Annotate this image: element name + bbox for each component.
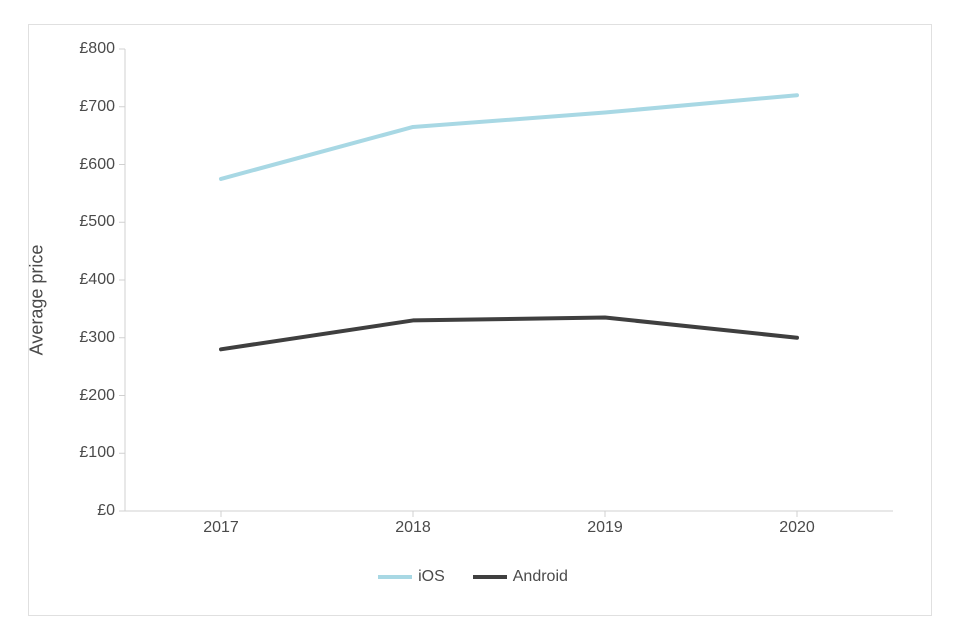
y-axis-label: Average price (27, 245, 48, 356)
plot-area: £0£100£200£300£400£500£600£700£800201720… (125, 49, 893, 511)
page-root: Average price £0£100£200£300£400£500£600… (0, 0, 960, 640)
x-tick-label: 2019 (587, 511, 623, 537)
y-tick-label: £300 (79, 329, 125, 347)
y-tick-label: £0 (97, 502, 125, 520)
legend-swatch (473, 575, 507, 579)
y-tick-label: £500 (79, 213, 125, 231)
y-tick-label: £200 (79, 387, 125, 405)
series-line-ios (221, 95, 797, 179)
y-tick-label: £600 (79, 156, 125, 174)
x-tick-label: 2018 (395, 511, 431, 537)
legend-item: Android (473, 568, 568, 586)
chart-frame: Average price £0£100£200£300£400£500£600… (28, 24, 932, 616)
legend-label: iOS (418, 568, 445, 586)
series-line-android (221, 318, 797, 350)
y-tick-label: £400 (79, 271, 125, 289)
plot-wrap: Average price £0£100£200£300£400£500£600… (43, 49, 903, 551)
x-tick-label: 2017 (203, 511, 239, 537)
legend: iOS Android (43, 557, 903, 597)
y-tick-label: £100 (79, 444, 125, 462)
y-tick-label: £800 (79, 40, 125, 58)
chart-svg (125, 49, 893, 511)
legend-item: iOS (378, 568, 445, 586)
legend-swatch (378, 575, 412, 579)
x-tick-label: 2020 (779, 511, 815, 537)
y-tick-label: £700 (79, 98, 125, 116)
legend-label: Android (513, 568, 568, 586)
